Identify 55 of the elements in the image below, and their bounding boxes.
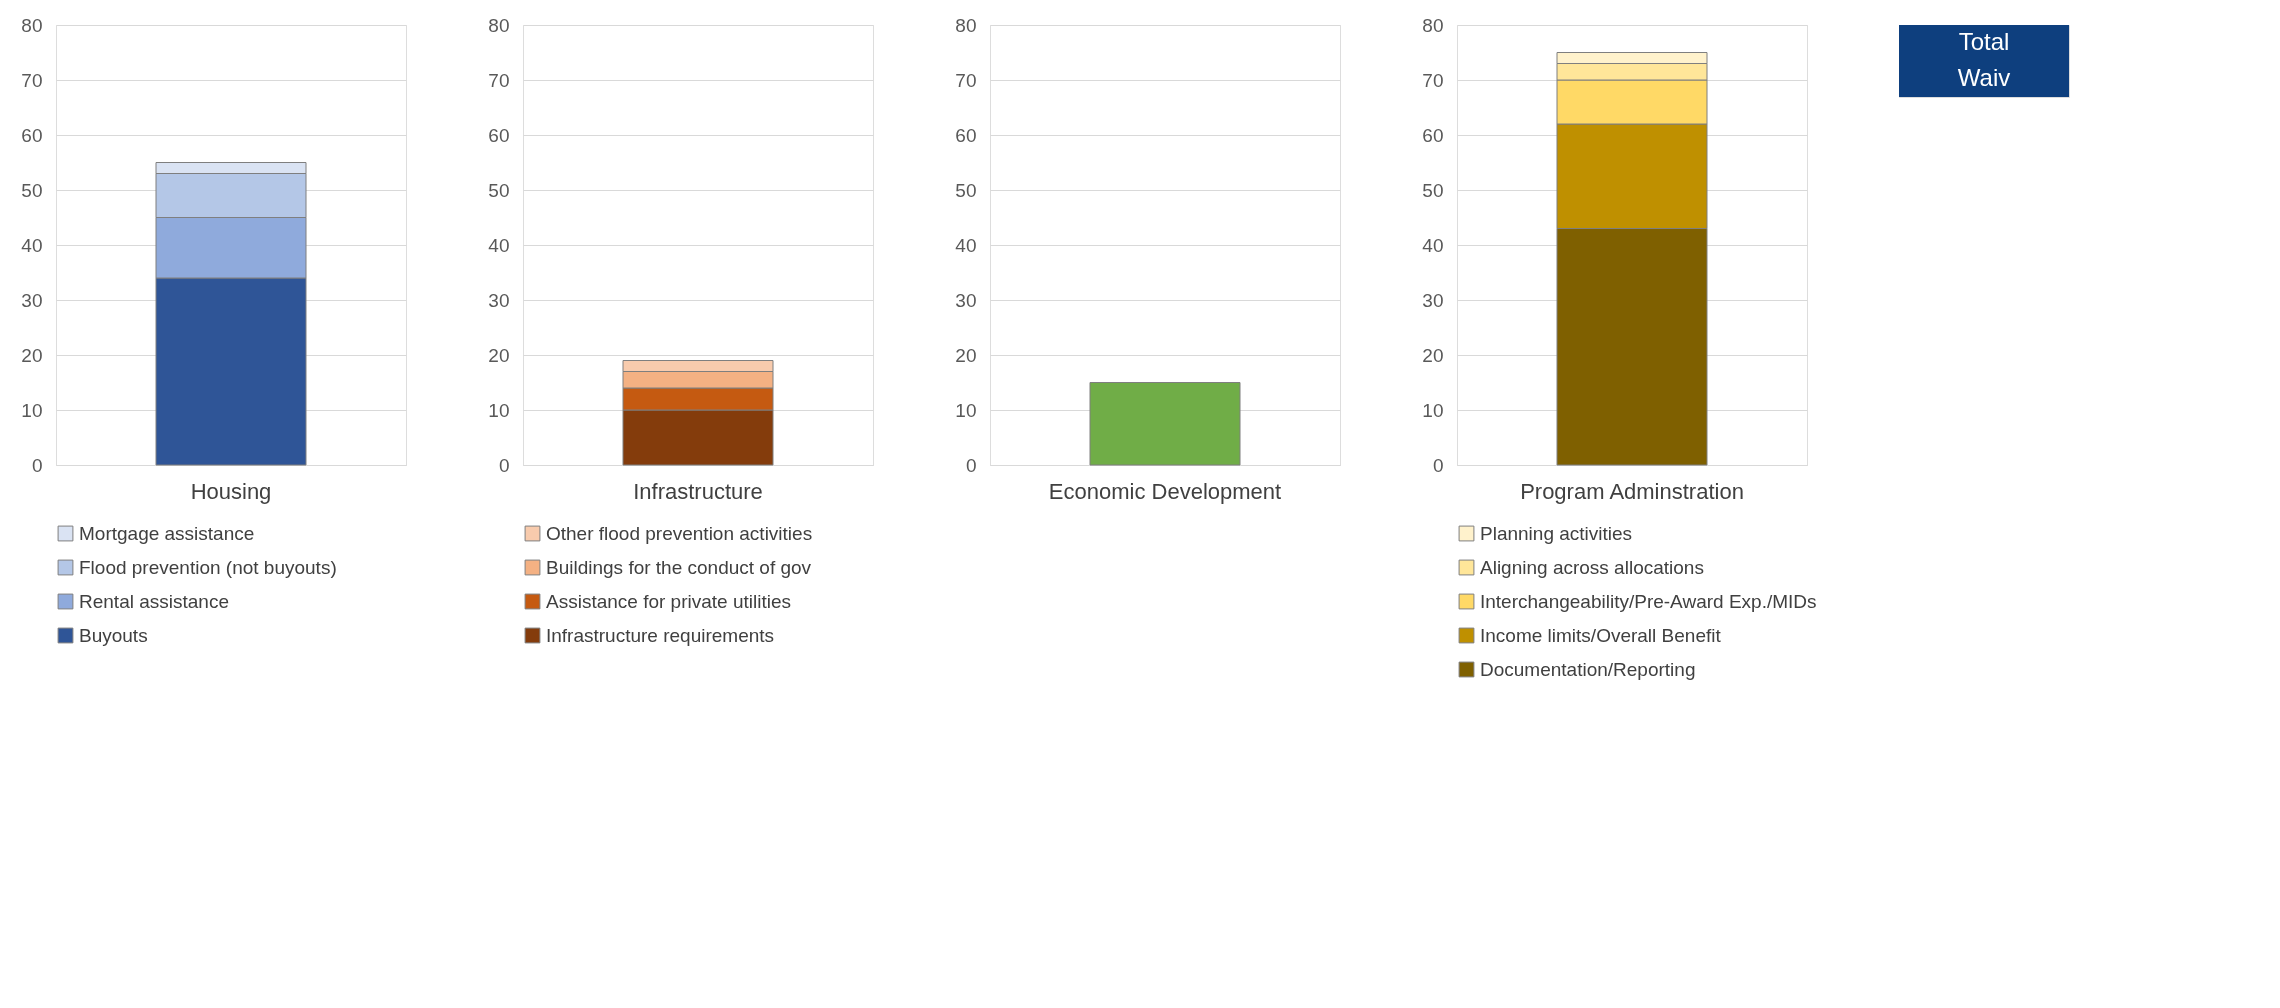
y-tick-label: 50 [21,179,43,201]
y-tick-label: 20 [488,344,510,366]
y-tick-label: 60 [955,124,977,146]
y-tick-label: 10 [488,399,510,421]
legend-label: Buildings for the conduct of gov [546,556,812,578]
y-tick-label: 80 [955,14,977,36]
y-tick-label: 40 [1422,234,1444,256]
x-tick-label: Housing [190,478,272,504]
y-tick-label: 70 [21,69,43,91]
y-tick-label: 0 [965,454,977,476]
y-tick-label: 20 [21,344,43,366]
y-tick-label: 20 [1422,344,1444,366]
legend-label: Rental assistance [79,590,229,612]
legend-label: Planning activities [1480,522,1633,544]
legend-label: Buyouts [79,624,148,646]
legend-label: Interchangeability/Pre-Award Exp./MIDs [1480,590,1817,612]
y-tick-label: 80 [21,14,43,36]
y-tick-label: 30 [1422,289,1444,311]
x-tick-label: Economic Development [1048,478,1282,504]
y-tick-label: 40 [955,234,977,256]
y-tick-label: 30 [21,289,43,311]
y-tick-label: 50 [488,179,510,201]
text: Total [1958,28,2010,55]
legend-label: Aligning across allocations [1480,556,1704,578]
y-tick-label: 30 [955,289,977,311]
y-tick-label: 60 [1422,124,1444,146]
legend-label: Flood prevention (not buyouts) [79,556,337,578]
legend-label: Other flood prevention activities [546,522,813,544]
x-tick-label: Infrastructure [633,478,763,504]
legend-label: Assistance for private utilities [546,590,791,612]
legend-label: Income limits/Overall Benefit [1480,624,1722,646]
y-tick-label: 0 [31,454,43,476]
y-tick-label: 0 [1432,454,1444,476]
legend-label: Mortgage assistance [79,522,255,544]
y-tick-label: 30 [488,289,510,311]
legend-label: Infrastructure requirements [546,624,775,646]
legend-label: Documentation/Reporting [1480,658,1696,680]
y-tick-label: 10 [955,399,977,421]
y-tick-label: 50 [955,179,977,201]
y-tick-label: 70 [1422,69,1444,91]
y-tick-label: 80 [488,14,510,36]
y-tick-label: 10 [21,399,43,421]
y-tick-label: 60 [21,124,43,146]
y-tick-label: 10 [1422,399,1444,421]
y-tick-label: 40 [21,234,43,256]
y-tick-label: 50 [1422,179,1444,201]
x-tick-label: Program Adminstration [1520,478,1744,504]
y-tick-label: 60 [488,124,510,146]
y-tick-label: 20 [955,344,977,366]
y-tick-label: 40 [488,234,510,256]
y-tick-label: 70 [955,69,977,91]
y-tick-label: 0 [498,454,510,476]
text: Waiv [1957,64,2011,91]
y-tick-label: 70 [488,69,510,91]
y-tick-label: 80 [1422,14,1444,36]
